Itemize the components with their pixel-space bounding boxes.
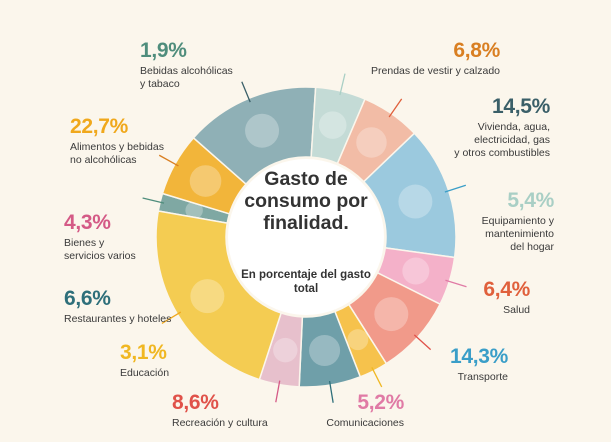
label-recreacion: 8,6% Recreación y cultura: [172, 392, 268, 430]
pct-prendas: 6,8%: [453, 39, 500, 62]
book-icon: [347, 329, 369, 351]
guitar-ball-icon: [374, 297, 409, 332]
pct-restaurantes: 6,6%: [64, 287, 111, 310]
pct-alimentos: 22,7%: [70, 115, 129, 138]
label-comunicaciones: 5,2% Comunicaciones: [310, 392, 404, 430]
text-comunicaciones: Comunicaciones: [326, 417, 404, 429]
text-educacion: Educación: [120, 367, 170, 379]
leader-line-comunicaciones: [445, 279, 467, 288]
pct-vivienda: 14,5%: [491, 95, 550, 118]
leader-line-prendas-de-vestir-y-calzado: [158, 154, 179, 167]
leader-line-recreacion-y-cultura: [413, 334, 432, 351]
chart-title: Gasto de consumo por finalidad.: [244, 168, 368, 234]
leader-line-restaurantes-y-hoteles: [328, 380, 334, 403]
chicken-glass-icon: [190, 279, 225, 314]
leader-line-educacion: [371, 367, 383, 388]
label-equipamiento: 5,4% Equipamiento y mantenimiento del ho…: [430, 189, 555, 254]
leader-line-bebidas-alcoholicas-y-tabaco: [142, 197, 165, 204]
text-salud: Salud: [503, 304, 530, 316]
text-prendas: Prendas de vestir y calzado: [371, 65, 500, 77]
label-salud: 6,4% Salud: [450, 279, 530, 317]
pct-equipamiento: 5,4%: [507, 189, 554, 212]
plate-suitcase-icon: [309, 334, 341, 367]
label-educacion: 3,1% Educación: [120, 342, 169, 380]
leader-line-bienes-y-servicios-varios: [275, 380, 281, 403]
bottle-icon: [185, 201, 203, 220]
leader-line-equipamiento-y-mantenimiento-del-hogar: [339, 73, 346, 96]
text-bienes: Bienes y servicios varios: [64, 237, 136, 262]
pct-salud: 6,4%: [483, 278, 530, 301]
leader-line-transporte: [444, 184, 467, 193]
pct-educacion: 3,1%: [120, 341, 167, 364]
pct-bebidas: 1,9%: [140, 39, 187, 62]
text-vivienda: Vivienda, agua, electricidad, gas y otro…: [454, 121, 550, 159]
tshirt-shoe-icon: [189, 165, 222, 197]
leader-line-alimentos-y-bebidas-no-alcoholicas: [161, 311, 182, 324]
text-equipamiento: Equipamiento y mantenimiento del hogar: [481, 215, 554, 253]
leader-line-vivienda-agua-electricidad-gas-y-otros-combustibles: [241, 81, 251, 103]
label-restaurantes: 6,6% Restaurantes y hoteles: [64, 288, 171, 326]
leader-line-salud: [388, 98, 403, 118]
label-prendas: 6,8% Prendas de vestir y calzado: [340, 40, 500, 78]
text-recreacion: Recreación y cultura: [172, 417, 268, 429]
pct-bienes: 4,3%: [64, 211, 111, 234]
pct-transporte: 14,3%: [449, 345, 508, 368]
pct-comunicaciones: 5,2%: [357, 391, 404, 414]
slice-alimentos-y-bebidas-no-alcoholicas: [155, 210, 283, 381]
washing-machine-icon: [318, 111, 347, 139]
label-bienes: 4,3% Bienes y servicios varios: [64, 212, 136, 263]
scissors-icon: [273, 337, 298, 363]
text-restaurantes: Restaurantes y hoteles: [64, 313, 172, 325]
text-bebidas: Bebidas alcohólicas y tabaco: [140, 65, 233, 90]
medical-cross-icon: [356, 127, 387, 158]
label-vivienda: 14,5% Vivienda, agua, electricidad, gas …: [420, 96, 550, 160]
label-transporte: 14,3% Transporte: [420, 346, 508, 384]
label-alimentos: 22,7% Alimentos y bebidas no alcohólicas: [70, 116, 164, 167]
phone-icon: [402, 257, 430, 285]
donut-center: [228, 159, 384, 315]
car-bus-icon: [398, 184, 433, 219]
label-bebidas: 1,9% Bebidas alcohólicas y tabaco: [140, 40, 233, 91]
text-transporte: Transporte: [457, 371, 508, 383]
key-bulb-icon: [245, 113, 280, 148]
chart-subtitle: En porcentaje del gasto total: [241, 269, 371, 295]
text-alimentos: Alimentos y bebidas no alcohólicas: [70, 141, 164, 166]
pct-recreacion: 8,6%: [172, 391, 219, 414]
